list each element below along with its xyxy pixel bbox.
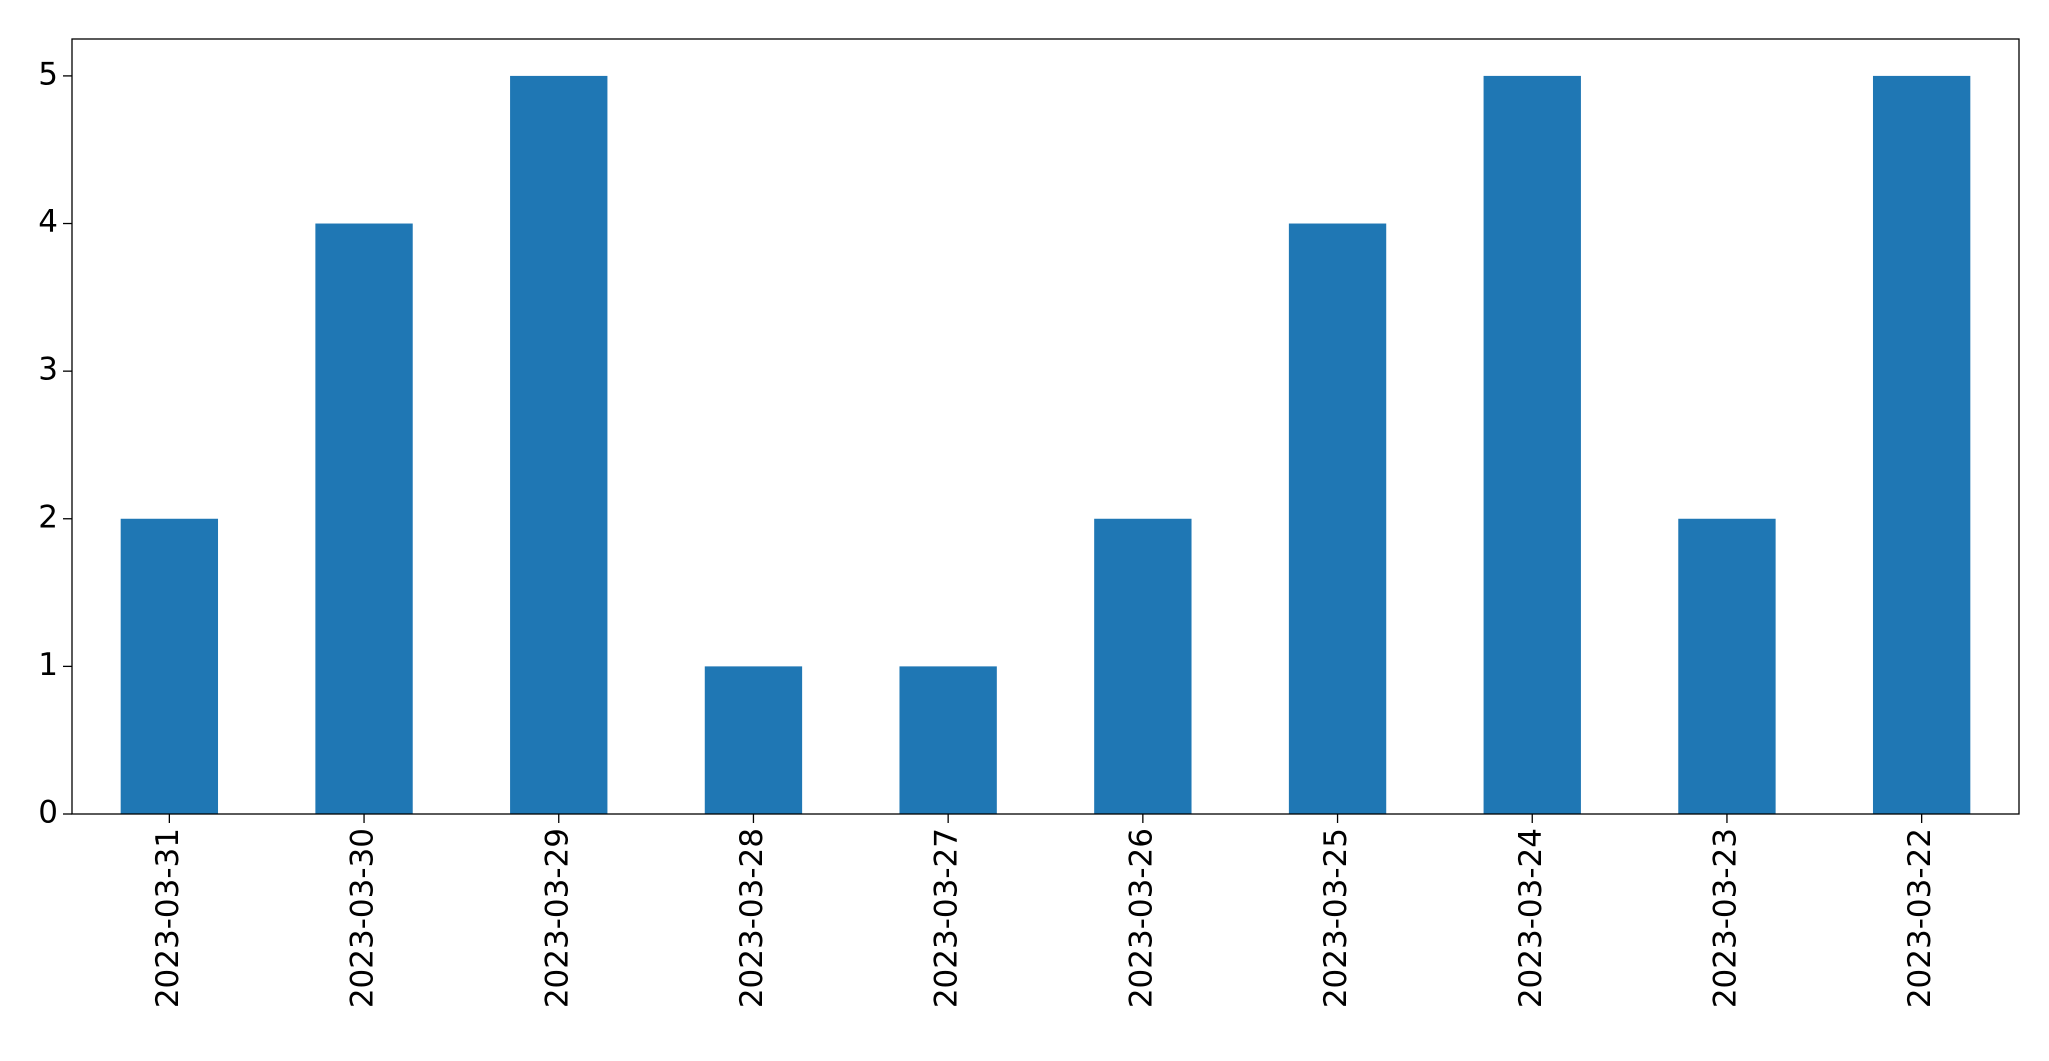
x-tick-label: 2023-03-29 bbox=[539, 828, 575, 1008]
x-tick-label: 2023-03-27 bbox=[929, 828, 965, 1008]
x-tick-label: 2023-03-25 bbox=[1318, 828, 1354, 1008]
y-tick-label: 0 bbox=[38, 795, 58, 831]
x-tick-label: 2023-03-28 bbox=[734, 828, 770, 1008]
bar bbox=[1288, 223, 1387, 814]
bar bbox=[1094, 518, 1192, 814]
y-tick-label: 2 bbox=[38, 499, 58, 535]
x-tick-label: 2023-03-24 bbox=[1513, 828, 1549, 1008]
x-tick-label: 2023-03-30 bbox=[345, 828, 381, 1008]
bar bbox=[704, 666, 803, 814]
x-tick-label: 2023-03-26 bbox=[1123, 828, 1159, 1008]
x-tick-label: 2023-03-23 bbox=[1707, 828, 1743, 1008]
bar bbox=[1483, 75, 1581, 814]
x-tick-label: 2023-03-31 bbox=[150, 828, 186, 1008]
bar bbox=[1872, 75, 1971, 814]
bar bbox=[510, 75, 608, 814]
y-tick-label: 1 bbox=[38, 647, 58, 683]
y-tick-label: 3 bbox=[38, 352, 58, 388]
bar bbox=[899, 666, 997, 814]
plot-frame bbox=[71, 38, 2020, 815]
bar bbox=[1678, 518, 1776, 814]
y-tick-label: 5 bbox=[38, 56, 58, 92]
bar bbox=[120, 518, 219, 814]
y-tick-label: 4 bbox=[38, 204, 58, 240]
x-tick-label: 2023-03-22 bbox=[1902, 828, 1938, 1008]
bar bbox=[315, 223, 413, 814]
